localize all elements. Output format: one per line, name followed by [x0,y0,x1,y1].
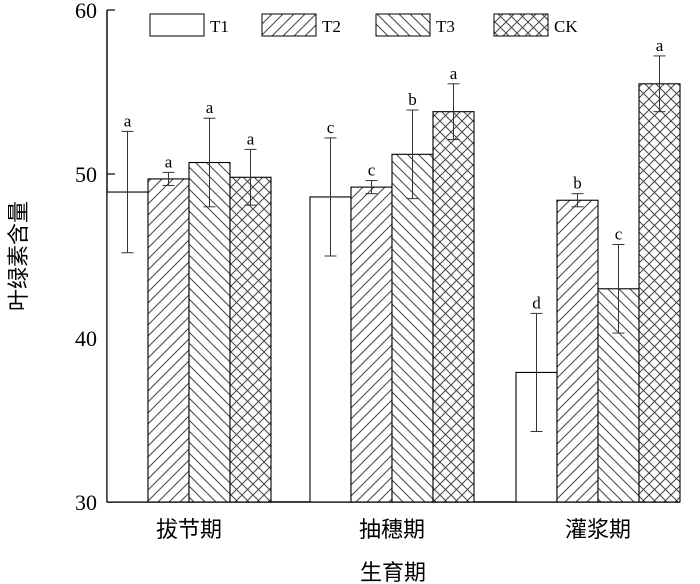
significance-label: a [206,98,214,117]
significance-label: a [450,64,458,83]
bar-t2 [350,186,393,503]
bar-ck [229,176,272,503]
y-axis-ticks: 30 40 50 60 [75,0,115,515]
x-category-label: 拔节期 [156,518,222,543]
significance-label: a [247,129,255,148]
x-axis-ticks: 拔节期 抽穗期 灌浆期 [156,518,631,543]
bar-t2 [147,178,190,503]
y-axis-title: 叶绿素含量 [7,201,32,311]
bar-ck [638,83,681,503]
legend-swatch-ck [493,13,549,37]
significance-label: b [573,174,582,193]
significance-label: a [165,152,173,171]
y-tick-label: 40 [75,326,97,351]
significance-label: a [656,36,664,55]
bar-series-group: a a a a c c b a d b c a [106,36,681,503]
legend-label-ck: CK [554,17,578,36]
legend-label-t2: T2 [322,17,341,36]
significance-label: b [408,90,417,109]
y-tick-label: 50 [75,162,97,187]
significance-label: a [124,111,132,130]
x-category-label: 抽穗期 [359,518,425,543]
significance-label: d [532,293,541,312]
legend-swatch-t1 [149,13,205,37]
y-tick-label: 30 [75,490,97,515]
legend-swatch-t3 [375,13,431,37]
bar-t3 [188,161,231,503]
legend-swatch-t2 [261,13,317,37]
x-axis-title: 生育期 [360,561,426,584]
bar-ck [432,111,475,503]
legend-label-t3: T3 [436,17,455,36]
bar-t3 [391,153,434,503]
significance-label: c [368,161,376,180]
legend: T1 T2 T3 CK [149,13,578,37]
significance-label: c [327,118,335,137]
x-category-label: 灌浆期 [565,518,631,543]
significance-label: c [615,225,623,244]
legend-label-t1: T1 [210,17,229,36]
y-tick-label: 60 [75,0,97,23]
bar-t2 [556,199,599,503]
